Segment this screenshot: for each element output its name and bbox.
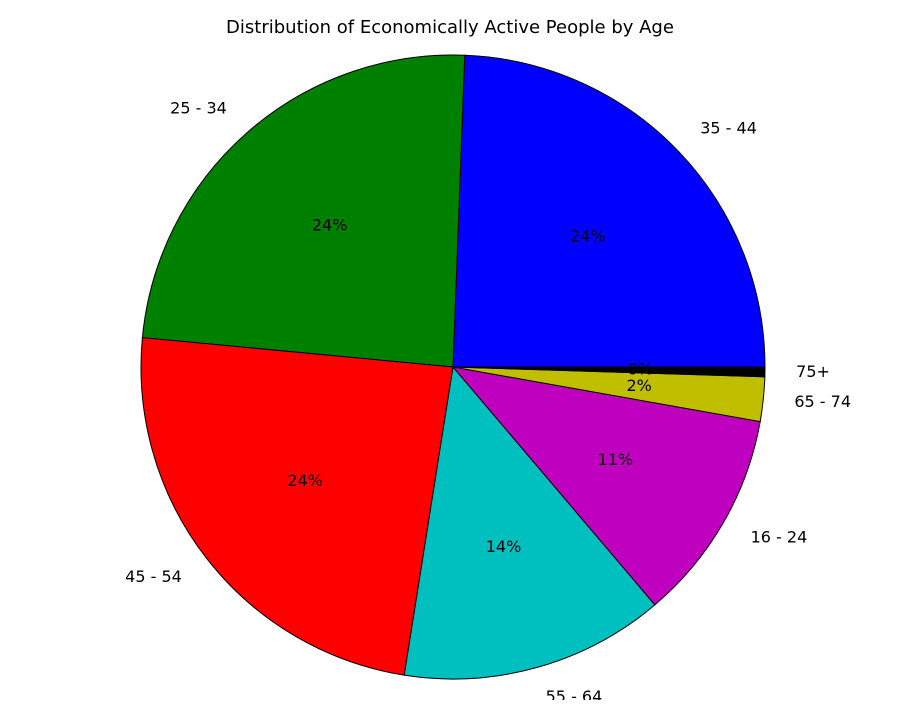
pie-wedge-55-64 [403, 365, 656, 680]
slice-label: 75+ [796, 362, 830, 381]
slice-label: 35 - 44 [700, 118, 757, 137]
slice-percent-label: 24% [570, 227, 606, 246]
pie-wedges [140, 54, 766, 680]
slice-percent-label: 24% [312, 216, 348, 235]
pie-wedge-75 [452, 366, 766, 378]
pie-wedge-25-34 [141, 54, 466, 368]
slice-percent-label: 14% [486, 537, 522, 556]
pie-wedge-45-54 [140, 337, 454, 676]
pie-wedge-16-24 [451, 366, 761, 606]
slice-percent-label: 0% [627, 359, 652, 378]
slice-label: 16 - 24 [751, 527, 808, 546]
slice-percent-label: 2% [626, 376, 651, 395]
chart-title: Distribution of Economically Active Peop… [226, 17, 674, 38]
slice-percent-label: 24% [287, 471, 323, 490]
slice-percent-label: 11% [598, 450, 634, 469]
slice-label: 55 - 64 [546, 687, 603, 700]
slice-label: 25 - 34 [170, 98, 227, 117]
slice-label: 65 - 74 [794, 392, 851, 411]
pie-wedge-35-44 [452, 54, 766, 368]
slice-label: 45 - 54 [125, 567, 182, 586]
